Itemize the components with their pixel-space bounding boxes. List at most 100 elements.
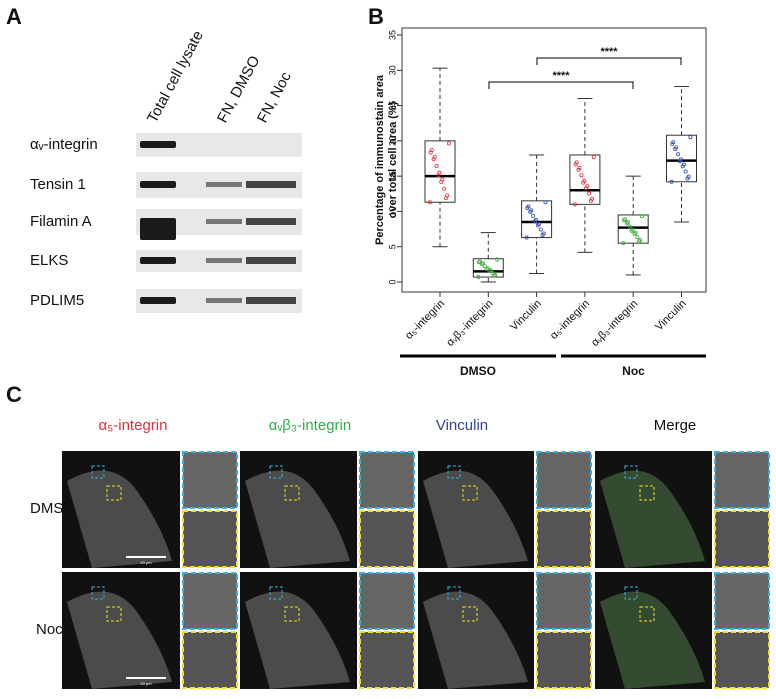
scale-bar-label: 40 µm	[140, 681, 152, 686]
inset-blue	[536, 572, 592, 630]
x-tick-label: Vinculin	[653, 298, 689, 334]
jitter-point	[434, 164, 439, 169]
inset-yellow	[714, 631, 770, 689]
band	[206, 258, 242, 263]
jitter-point	[487, 269, 492, 274]
significance-bracket	[488, 81, 634, 89]
column-label: α₅-integrin	[99, 417, 168, 434]
jitter-point	[670, 142, 675, 147]
box	[521, 200, 553, 239]
jitter-point	[632, 231, 637, 236]
jitter-point	[574, 160, 579, 165]
y-tick-label: 0	[387, 279, 397, 284]
jitter-point	[584, 186, 589, 191]
jitter-point	[573, 162, 578, 167]
significance-bracket	[536, 57, 682, 65]
inset-blue	[714, 451, 770, 509]
lane-label: FN, Noc	[254, 69, 295, 126]
row-label: Tensin 1	[30, 176, 86, 193]
jitter-point	[572, 202, 577, 207]
jitter-point	[528, 209, 533, 214]
row-label: αᵥ-integrin	[30, 136, 98, 153]
inset-blue	[359, 572, 415, 630]
jitter-point	[625, 220, 630, 225]
jitter-point	[688, 135, 693, 140]
cell	[423, 470, 528, 568]
band	[246, 218, 296, 225]
jitter-point	[685, 176, 690, 181]
inset-blue	[536, 451, 592, 509]
y-tick-label: 15	[387, 171, 397, 181]
jitter-point	[543, 200, 548, 205]
inset-yellow	[182, 631, 238, 689]
box	[569, 154, 601, 205]
row-label: Filamin A	[30, 213, 92, 230]
y-tick-label: 30	[387, 65, 397, 75]
y-tick-label: 25	[387, 101, 397, 111]
jitter-point	[591, 154, 596, 159]
lane-label: Total cell lysate	[144, 28, 207, 126]
jitter-point	[431, 157, 436, 162]
band	[206, 219, 242, 224]
box	[617, 214, 649, 244]
jitter-point	[621, 218, 626, 223]
inset-blue	[359, 451, 415, 509]
roi-yellow	[284, 606, 300, 622]
jitter-point	[484, 266, 489, 271]
x-tick-label: α₅-integrin	[403, 298, 447, 342]
jitter-point	[443, 195, 448, 200]
jitter-point	[525, 205, 530, 210]
cell	[67, 591, 172, 689]
jitter-point	[524, 235, 529, 240]
band	[140, 141, 176, 148]
roi-yellow	[106, 606, 122, 622]
cell	[423, 591, 528, 689]
significance-label: ****	[600, 46, 618, 58]
x-tick-label: Vinculin	[508, 298, 544, 334]
roi-yellow	[284, 485, 300, 501]
jitter-point	[635, 234, 640, 239]
jitter-point	[535, 223, 540, 228]
column-label: Merge	[654, 417, 697, 434]
x-tick-label: αᵥβ₃-integrin	[444, 298, 495, 349]
cell	[600, 591, 705, 689]
box-plot: 0 5 10 15 20 25 30 35 Percentage of immunostain …	[374, 27, 707, 378]
band	[140, 218, 176, 240]
band	[206, 298, 242, 303]
y-tick-label: 35	[387, 30, 397, 40]
jitter-point	[589, 196, 594, 201]
x-tick-label: αᵥβ₃-integrin	[589, 298, 640, 349]
y-tick-label: 10	[387, 206, 397, 216]
jitter-point	[482, 264, 487, 269]
jitter-point	[588, 198, 593, 203]
panel-letter: A	[6, 4, 22, 29]
y-axis-label: Percentage of immunostain area	[374, 74, 386, 245]
jitter-point	[446, 141, 451, 146]
jitter-point	[637, 239, 642, 244]
roi-blue	[91, 586, 105, 600]
cell	[600, 470, 705, 568]
inset-blue	[182, 451, 238, 509]
jitter-point	[621, 241, 626, 246]
jitter-point	[683, 169, 688, 174]
jitter-point	[630, 227, 635, 232]
inset-blue	[714, 572, 770, 630]
inset-yellow	[182, 510, 238, 568]
band	[246, 257, 296, 264]
scale-bar-label: 40 µm	[140, 560, 152, 565]
band	[140, 181, 176, 188]
group-label: Noc	[622, 364, 645, 378]
jitter-point	[576, 167, 581, 172]
jitter-point	[669, 179, 674, 184]
jitter-point	[532, 219, 537, 224]
jitter-point	[540, 232, 545, 237]
jitter-point	[680, 164, 685, 169]
box	[424, 140, 456, 203]
jitter-point	[587, 191, 592, 196]
jitter-point	[633, 230, 638, 235]
cell	[245, 591, 350, 689]
band	[140, 297, 176, 304]
roi-blue	[269, 586, 283, 600]
jitter-point	[577, 165, 582, 170]
inset-yellow	[714, 510, 770, 568]
